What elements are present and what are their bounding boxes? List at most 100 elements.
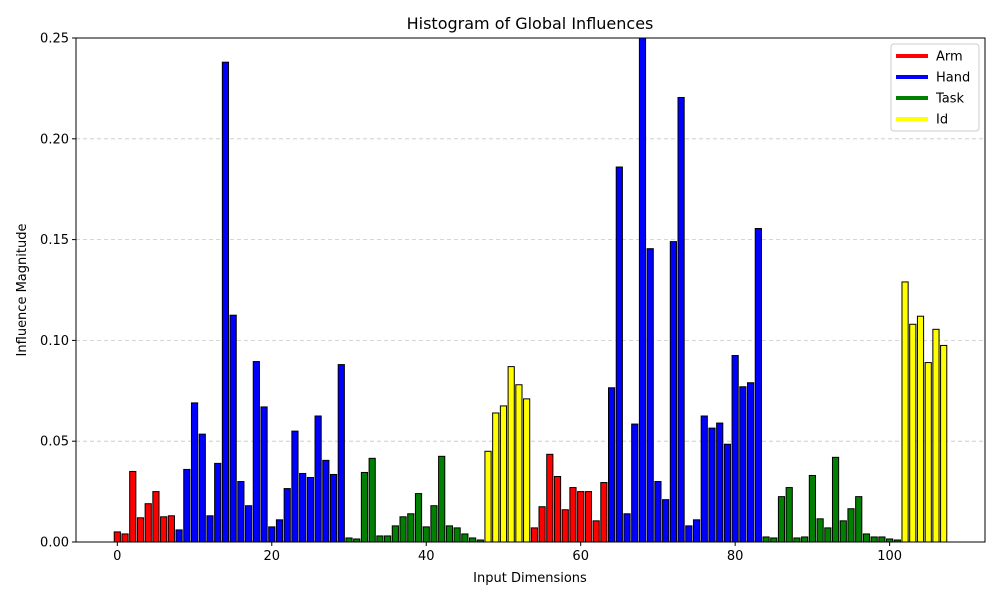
bar-arm-57 — [553, 475, 562, 543]
bar-id-106 — [932, 328, 940, 543]
bar-hand-79 — [723, 443, 732, 543]
bar-task-34 — [376, 535, 384, 543]
x-tick-label: 80 — [727, 549, 744, 564]
bar-arm-56 — [546, 453, 554, 543]
bar-arm-7 — [167, 515, 175, 543]
bar-hand-75 — [692, 519, 701, 543]
legend-box — [890, 43, 980, 132]
x-tick-label: 20 — [264, 549, 281, 564]
bar-arm-61 — [584, 491, 593, 543]
bar-hand-71 — [662, 499, 670, 543]
bar-id-104 — [916, 315, 925, 543]
bar-hand-70 — [654, 481, 662, 543]
bar-arm-62 — [592, 520, 600, 543]
bar-task-35 — [384, 535, 392, 543]
bar-hand-12 — [206, 515, 214, 543]
bar-hand-16 — [237, 481, 245, 543]
bar-arm-55 — [538, 506, 546, 543]
bar-hand-80 — [731, 355, 739, 543]
legend-label-id: Id — [936, 113, 948, 128]
bar-task-94 — [839, 520, 847, 543]
bar-hand-74 — [685, 525, 693, 543]
bar-hand-68 — [638, 37, 647, 543]
bar-task-92 — [824, 527, 832, 543]
bar-hand-21 — [275, 519, 284, 543]
bar-task-41 — [430, 505, 438, 543]
bar-hand-67 — [631, 423, 639, 543]
bar-hand-28 — [329, 473, 338, 543]
y-tick-label: 0.05 — [40, 435, 69, 450]
bar-hand-9 — [183, 468, 191, 543]
bar-id-107 — [940, 344, 948, 543]
bar-task-91 — [816, 518, 824, 543]
bar-hand-17 — [245, 505, 253, 543]
chart-title: Histogram of Global Influences — [407, 14, 654, 33]
bar-id-52 — [515, 384, 523, 543]
bar-hand-24 — [299, 472, 307, 543]
bar-hand-20 — [268, 526, 276, 543]
plot-frame — [75, 37, 986, 543]
legend-label-hand: Hand — [936, 71, 970, 86]
bar-task-44 — [453, 527, 461, 543]
bar-hand-64 — [608, 387, 616, 543]
bar-hand-72 — [669, 241, 677, 543]
bar-task-87 — [785, 487, 793, 543]
bar-task-96 — [855, 496, 863, 543]
y-tick-label: 0.15 — [40, 233, 69, 248]
bar-hand-69 — [646, 248, 654, 543]
bar-arm-4 — [144, 503, 152, 543]
bar-task-42 — [438, 455, 446, 543]
bar-task-84 — [762, 536, 770, 543]
bar-id-53 — [523, 398, 531, 543]
bar-id-105 — [924, 362, 932, 543]
bar-task-97 — [862, 533, 871, 543]
bar-arm-6 — [160, 516, 168, 543]
bar-task-38 — [407, 513, 415, 543]
bar-task-32 — [360, 471, 369, 543]
legend-label-task: Task — [935, 92, 965, 107]
bar-hand-13 — [214, 462, 222, 543]
bar-arm-59 — [569, 487, 577, 543]
bar-hand-8 — [175, 529, 183, 543]
x-tick-label: 60 — [572, 549, 589, 564]
bar-hand-27 — [322, 459, 330, 543]
bar-arm-58 — [561, 509, 569, 543]
y-tick-label: 0.00 — [40, 536, 69, 551]
bar-arm-54 — [530, 527, 538, 543]
bar-task-86 — [777, 496, 786, 543]
bar-hand-19 — [260, 406, 268, 543]
x-tick-label: 0 — [113, 549, 121, 564]
y-axis-title: Influence Magnitude — [15, 224, 30, 357]
bar-task-45 — [461, 533, 469, 543]
bar-hand-18 — [252, 361, 260, 543]
bar-hand-66 — [623, 513, 631, 543]
bar-arm-63 — [600, 482, 608, 543]
bar-arm-60 — [577, 491, 585, 543]
bar-hand-81 — [739, 386, 747, 543]
bar-task-89 — [801, 536, 809, 543]
x-axis-title: Input Dimensions — [473, 571, 587, 586]
x-axis-ticks: 0 20 40 60 80 100 — [113, 542, 902, 564]
bar-hand-65 — [615, 166, 623, 543]
bar-task-95 — [847, 508, 855, 543]
bar-hand-22 — [283, 488, 291, 543]
bar-arm-1 — [121, 533, 129, 543]
bar-task-40 — [422, 526, 430, 543]
y-tick-label: 0.10 — [40, 334, 69, 349]
bar-task-37 — [399, 516, 407, 543]
legend: Arm Hand Task Id — [890, 43, 980, 132]
bar-hand-77 — [708, 427, 716, 543]
bar-hand-14 — [221, 61, 230, 543]
bar-arm-2 — [129, 470, 137, 543]
bar-task-85 — [770, 537, 778, 543]
bar-id-48 — [484, 450, 492, 543]
bar-hand-15 — [229, 314, 237, 543]
y-tick-label: 0.20 — [40, 132, 69, 147]
y-axis-ticks: 0.00 0.05 0.10 0.15 0.20 0.25 — [40, 32, 76, 551]
bar-hand-76 — [700, 415, 708, 543]
bar-id-103 — [909, 323, 917, 543]
legend-label-arm: Arm — [936, 50, 963, 65]
bar-hand-73 — [677, 96, 685, 543]
x-tick-label: 40 — [418, 549, 435, 564]
